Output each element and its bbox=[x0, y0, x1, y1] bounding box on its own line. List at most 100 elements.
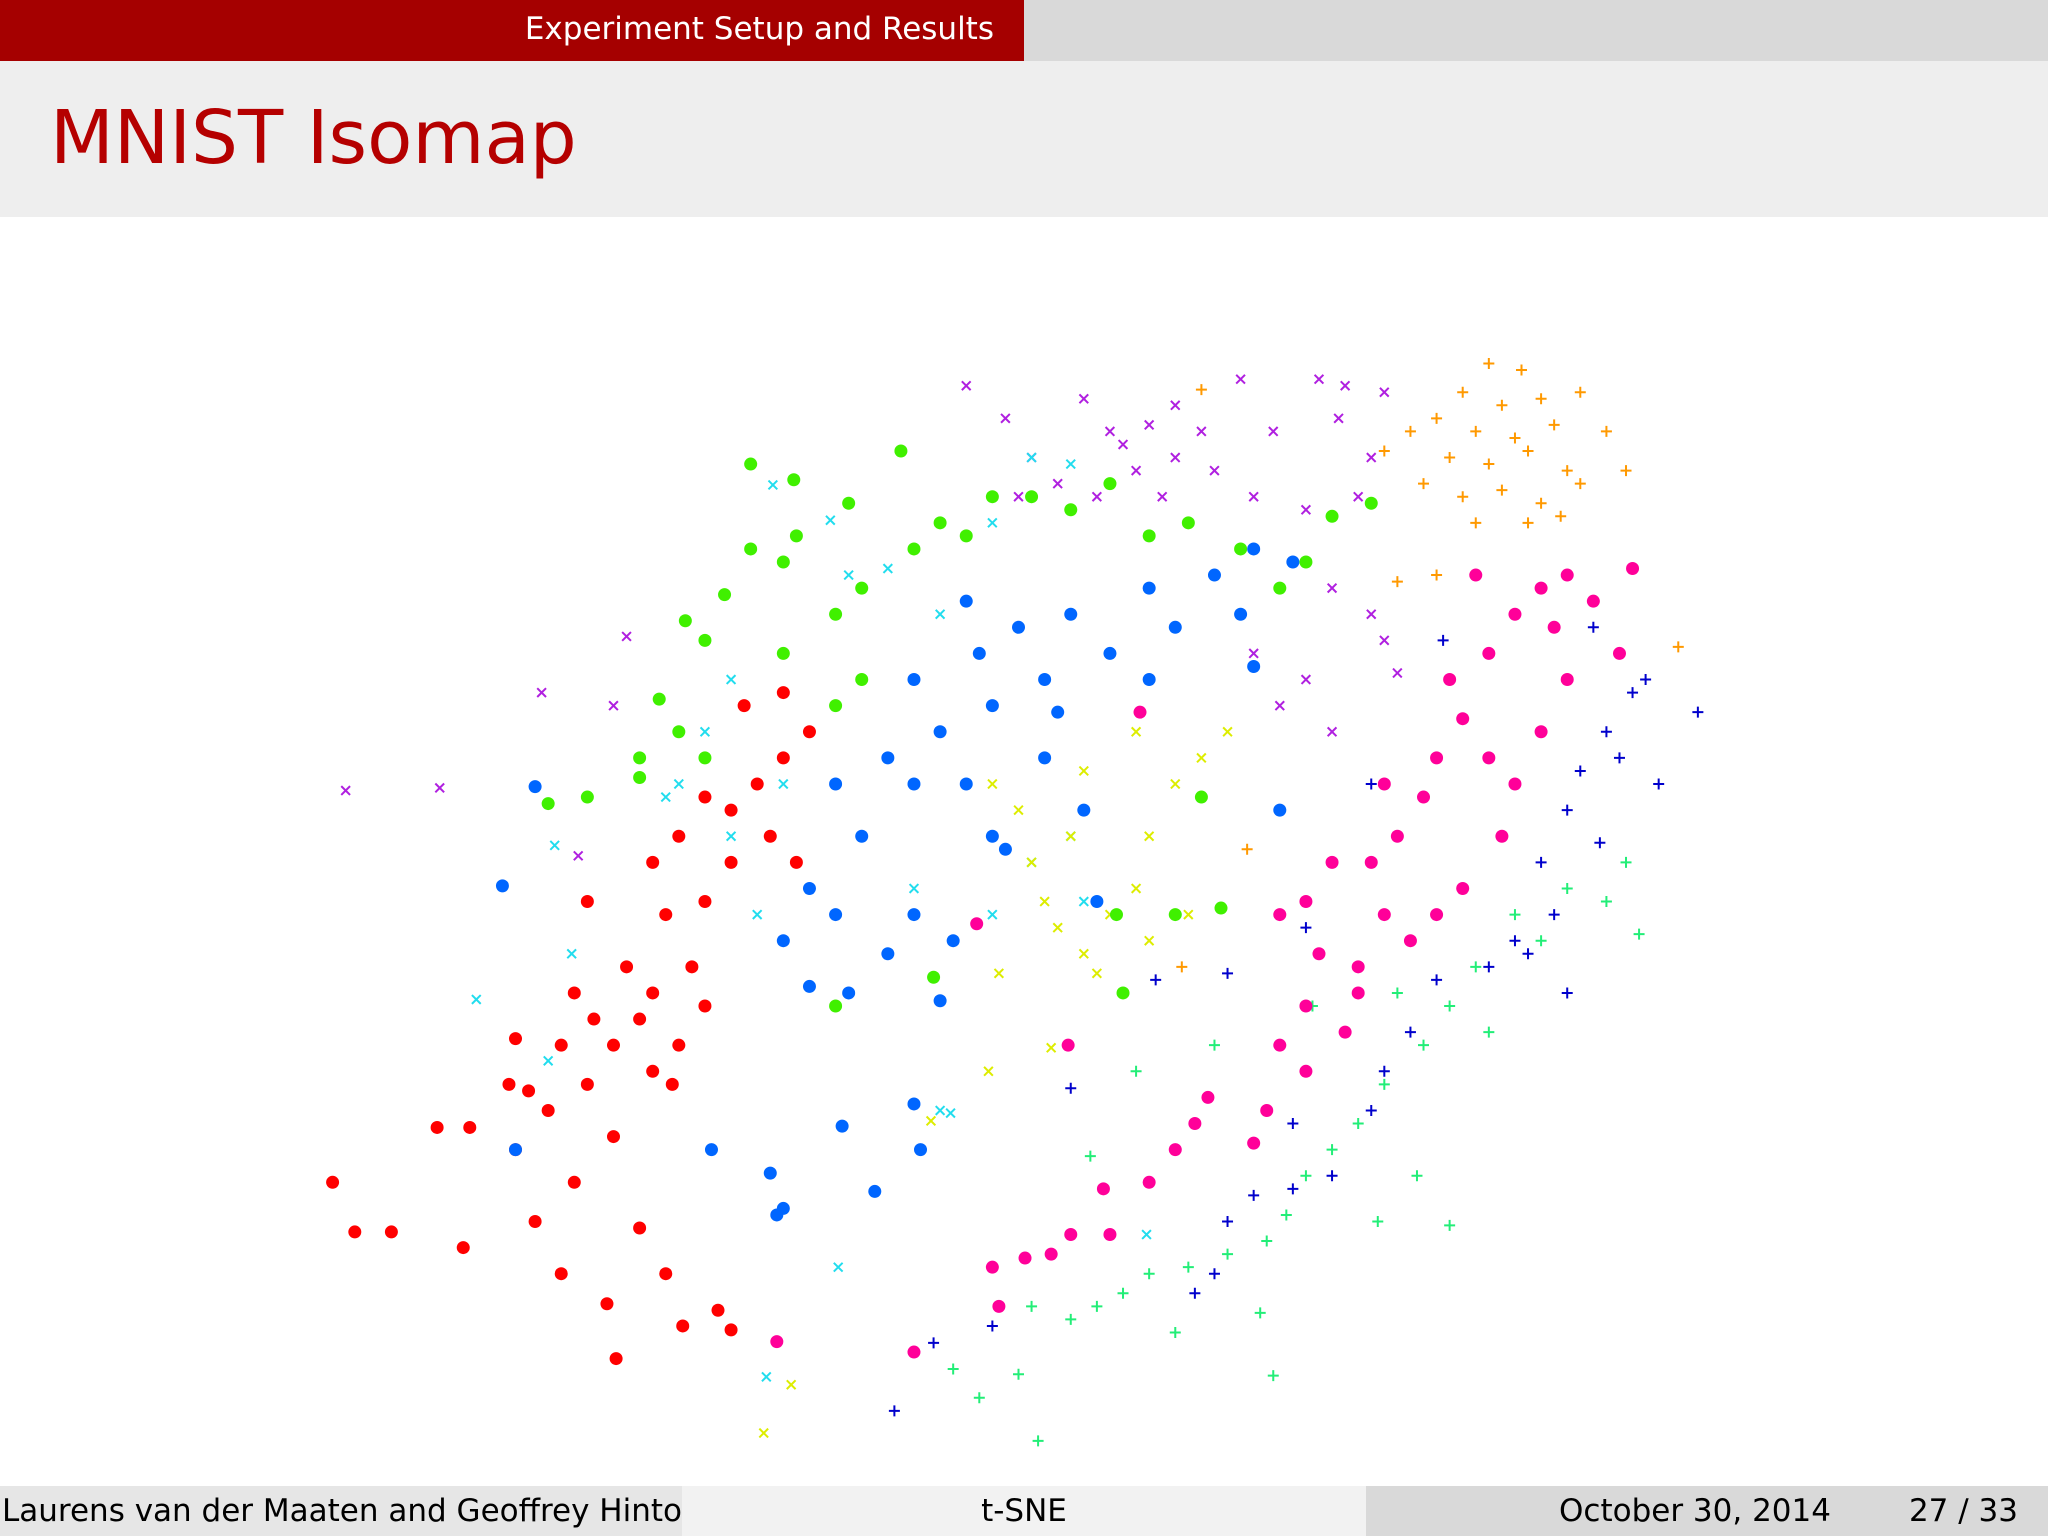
point bbox=[1640, 674, 1652, 686]
point bbox=[1091, 968, 1102, 979]
point bbox=[1065, 1313, 1077, 1325]
point bbox=[573, 850, 584, 861]
point bbox=[1012, 620, 1025, 634]
point bbox=[1444, 1000, 1456, 1012]
point bbox=[606, 1130, 620, 1144]
point bbox=[802, 725, 816, 739]
point bbox=[763, 1166, 777, 1180]
point bbox=[1326, 726, 1338, 737]
point bbox=[1470, 961, 1482, 973]
point bbox=[1222, 1248, 1234, 1260]
point bbox=[1338, 1025, 1352, 1039]
point bbox=[1109, 908, 1123, 922]
point bbox=[522, 1084, 536, 1098]
footer-short-title: t-SNE bbox=[682, 1486, 1366, 1536]
point bbox=[1061, 1038, 1075, 1052]
point bbox=[1312, 947, 1326, 961]
point bbox=[1620, 856, 1632, 868]
point bbox=[646, 986, 660, 1000]
point bbox=[580, 1077, 594, 1091]
point bbox=[1254, 1307, 1266, 1319]
point bbox=[1587, 621, 1599, 633]
point bbox=[776, 934, 790, 948]
point bbox=[961, 380, 972, 391]
point bbox=[1482, 751, 1496, 765]
point bbox=[776, 686, 790, 700]
point bbox=[621, 631, 632, 642]
point bbox=[1561, 465, 1573, 477]
point bbox=[1469, 568, 1483, 582]
point bbox=[609, 1352, 623, 1366]
point bbox=[1170, 452, 1181, 463]
point bbox=[1470, 425, 1482, 437]
point bbox=[509, 1032, 523, 1046]
point bbox=[1392, 667, 1403, 679]
point bbox=[1078, 765, 1089, 777]
section-title: Experiment Setup and Results bbox=[0, 0, 1024, 61]
point bbox=[959, 529, 973, 543]
point bbox=[972, 646, 986, 660]
point bbox=[718, 588, 732, 602]
point bbox=[761, 1371, 772, 1382]
point bbox=[434, 782, 445, 794]
point bbox=[509, 1143, 523, 1157]
point bbox=[543, 1055, 554, 1066]
point bbox=[1181, 516, 1195, 530]
point bbox=[829, 699, 843, 713]
point bbox=[1157, 491, 1168, 502]
point bbox=[1064, 503, 1078, 517]
point bbox=[1457, 491, 1469, 503]
point bbox=[1522, 517, 1534, 529]
point bbox=[1496, 399, 1508, 411]
point bbox=[1248, 1189, 1260, 1201]
point bbox=[881, 751, 895, 765]
point bbox=[1143, 1268, 1155, 1280]
point bbox=[1326, 583, 1338, 594]
point bbox=[646, 855, 660, 869]
point bbox=[829, 777, 843, 791]
point bbox=[1560, 568, 1574, 582]
point bbox=[744, 457, 758, 471]
point bbox=[1509, 909, 1521, 921]
point bbox=[600, 1297, 614, 1311]
point bbox=[1411, 1170, 1423, 1182]
point bbox=[1431, 569, 1443, 581]
point bbox=[1261, 1235, 1273, 1247]
point bbox=[1064, 1228, 1078, 1242]
point bbox=[1352, 1118, 1364, 1130]
point bbox=[1026, 857, 1037, 868]
point bbox=[763, 829, 777, 843]
point bbox=[1535, 935, 1547, 947]
point bbox=[1586, 594, 1600, 608]
point bbox=[1044, 1247, 1058, 1261]
point bbox=[998, 842, 1012, 856]
point bbox=[1404, 1026, 1416, 1038]
point bbox=[724, 1323, 738, 1337]
point bbox=[1313, 374, 1325, 385]
point bbox=[672, 725, 686, 739]
point bbox=[1065, 831, 1076, 842]
point bbox=[1130, 726, 1142, 737]
point bbox=[1103, 477, 1117, 491]
point bbox=[1483, 1026, 1495, 1038]
point bbox=[933, 994, 947, 1008]
point bbox=[1222, 967, 1234, 979]
point bbox=[1078, 896, 1089, 907]
point bbox=[1417, 790, 1431, 804]
point bbox=[776, 646, 790, 660]
point bbox=[776, 555, 790, 569]
point bbox=[1183, 909, 1194, 920]
point bbox=[646, 1064, 660, 1078]
point bbox=[1561, 987, 1573, 999]
point bbox=[986, 1320, 998, 1332]
point bbox=[1692, 706, 1704, 718]
point bbox=[907, 908, 921, 922]
point bbox=[744, 542, 758, 556]
point bbox=[711, 1303, 725, 1317]
point bbox=[1299, 1064, 1313, 1078]
point bbox=[1130, 883, 1142, 894]
point bbox=[1273, 803, 1287, 817]
point bbox=[724, 855, 738, 869]
point bbox=[660, 791, 671, 803]
